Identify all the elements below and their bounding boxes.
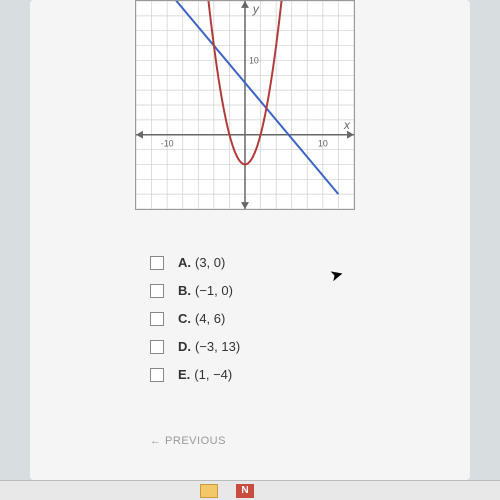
answer-letter: D. [178, 339, 191, 354]
answer-text: (4, 6) [195, 311, 225, 326]
checkbox[interactable] [150, 340, 164, 354]
svg-text:y: y [252, 2, 260, 16]
chart-svg: -10 10 10 x y [136, 1, 354, 209]
answer-letter: B. [178, 283, 191, 298]
answer-option[interactable]: C. (4, 6) [150, 311, 410, 326]
svg-text:10: 10 [318, 139, 328, 149]
answer-text: (1, −4) [194, 367, 232, 382]
svg-text:-10: -10 [161, 139, 174, 149]
answer-option[interactable]: D. (−3, 13) [150, 339, 410, 354]
graph-chart: -10 10 10 x y [135, 0, 355, 210]
answer-option[interactable]: A. (3, 0) [150, 255, 410, 270]
answer-text: (−1, 0) [195, 283, 233, 298]
answer-option[interactable]: E. (1, −4) [150, 367, 410, 382]
answer-letter: C. [178, 311, 191, 326]
checkbox[interactable] [150, 284, 164, 298]
quiz-screen: -10 10 10 x y A. (3, 0) B. (−1, 0) C. (4, 6)… [30, 0, 470, 480]
answer-option[interactable]: B. (−1, 0) [150, 283, 410, 298]
previous-link[interactable]: ← PREVIOUS [150, 435, 226, 447]
taskbar: N [0, 480, 500, 500]
checkbox[interactable] [150, 256, 164, 270]
taskbar-folder-icon[interactable] [200, 484, 218, 498]
answer-letter: A. [178, 255, 191, 270]
answer-text: (−3, 13) [195, 339, 240, 354]
svg-text:10: 10 [249, 55, 259, 65]
answer-text: (3, 0) [195, 255, 225, 270]
checkbox[interactable] [150, 368, 164, 382]
svg-text:x: x [343, 118, 351, 132]
answer-letter: E. [178, 367, 190, 382]
answer-list: A. (3, 0) B. (−1, 0) C. (4, 6) D. (−3, 1… [150, 255, 410, 395]
checkbox[interactable] [150, 312, 164, 326]
taskbar-app-icon[interactable]: N [236, 484, 254, 498]
